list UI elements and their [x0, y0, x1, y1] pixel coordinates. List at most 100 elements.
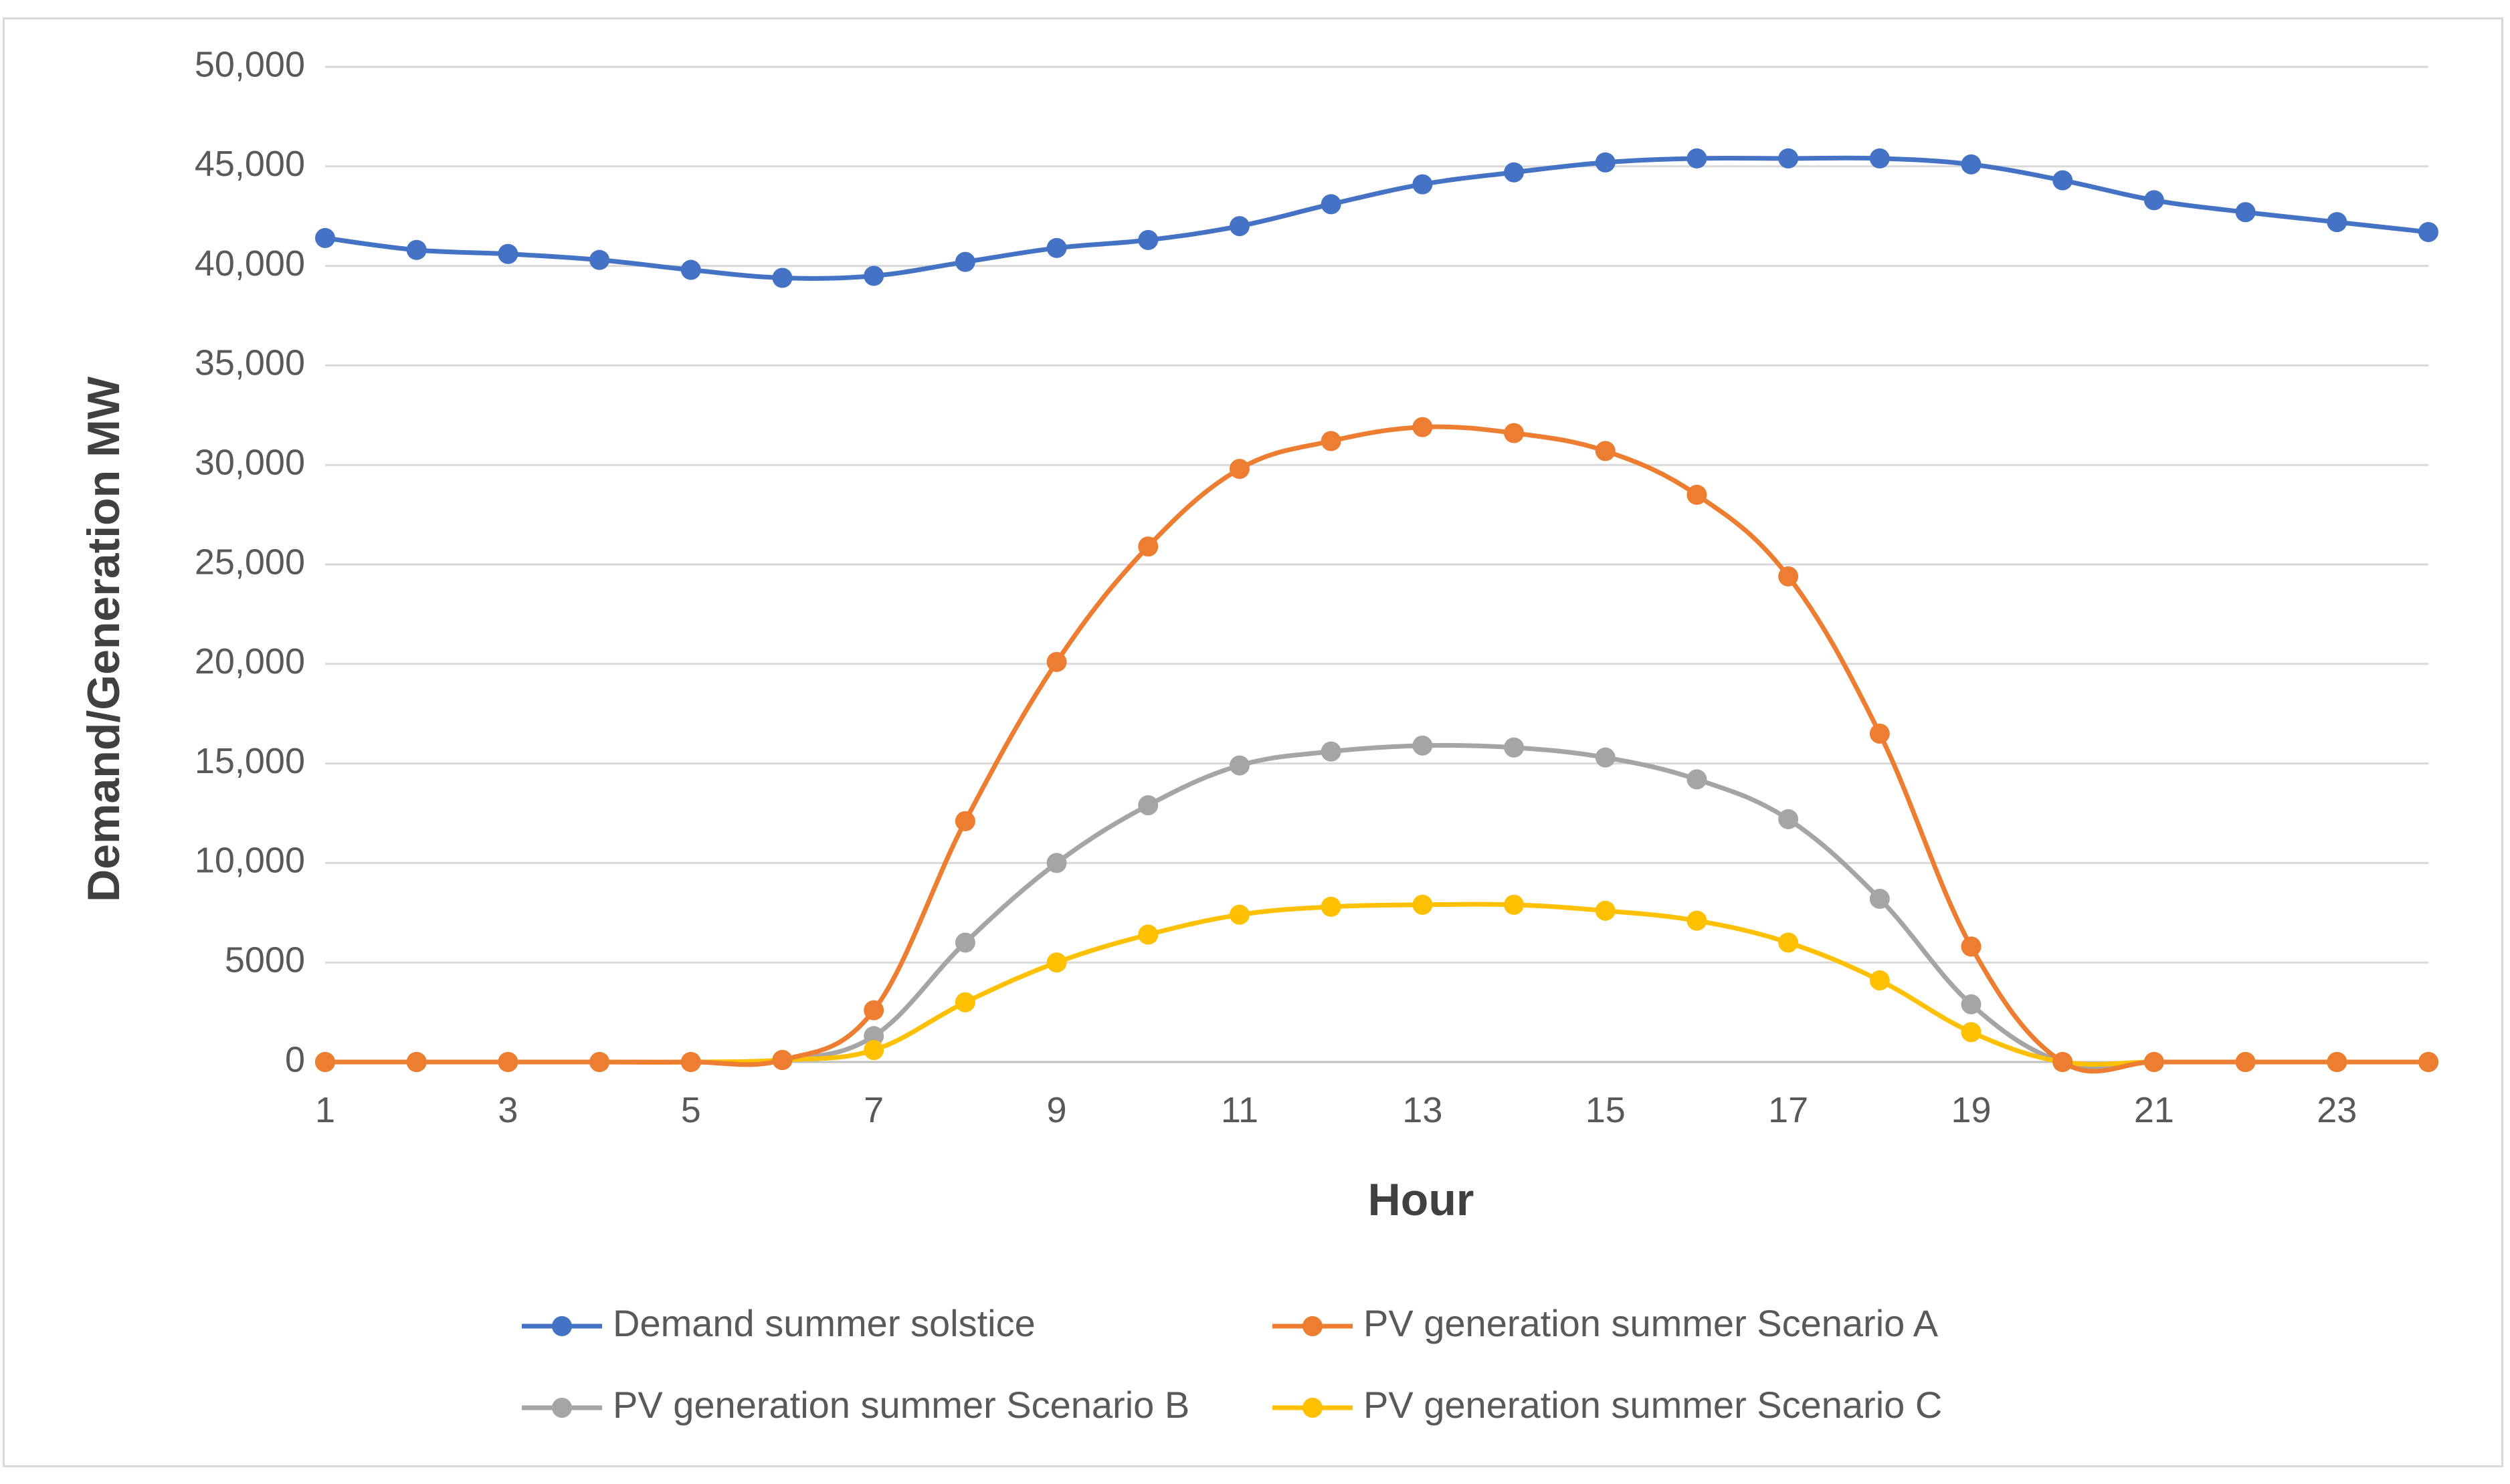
legend-item: PV generation summer Scenario B: [522, 1384, 1189, 1426]
data-point: [1229, 216, 1250, 237]
data-point: [2418, 1052, 2438, 1072]
data-point: [772, 1050, 793, 1071]
data-point: [1961, 936, 1982, 957]
data-point: [1686, 484, 1707, 505]
legend-label: PV generation summer Scenario A: [1363, 1302, 1939, 1344]
legend-marker: [552, 1398, 572, 1418]
data-point: [1961, 994, 1982, 1015]
data-point: [589, 249, 610, 270]
y-tick-label: 50,000: [195, 44, 305, 84]
y-tick-label: 30,000: [195, 442, 305, 482]
data-point: [1778, 932, 1799, 953]
legend-item: PV generation summer Scenario C: [1272, 1384, 1942, 1426]
data-point: [680, 259, 701, 280]
data-point: [955, 992, 975, 1013]
data-point: [1412, 735, 1433, 756]
data-point: [1595, 152, 1616, 173]
data-point: [315, 1052, 335, 1072]
y-tick-label: 45,000: [195, 144, 305, 184]
data-point: [1504, 162, 1525, 183]
x-tick-label: 13: [1402, 1090, 1442, 1130]
y-tick-label: 25,000: [195, 542, 305, 582]
data-point: [406, 1052, 427, 1072]
y-tick-label: 35,000: [195, 343, 305, 383]
series-line: [325, 902, 2428, 1067]
data-point: [955, 811, 975, 831]
data-point: [1869, 888, 1890, 909]
x-tick-label: 21: [2134, 1090, 2174, 1130]
data-point: [1686, 148, 1707, 169]
data-point: [864, 1026, 884, 1047]
series-markers: [315, 148, 2438, 1072]
data-point: [2327, 1052, 2347, 1072]
y-axis-ticks: 0 5000 10,000 15,000 20,000 25,000 30,000 35,00…: [195, 44, 305, 1079]
data-point: [1778, 148, 1799, 169]
data-point: [1595, 441, 1616, 461]
data-point: [1321, 896, 1341, 917]
x-tick-label: 5: [681, 1090, 701, 1130]
legend: Demand summer solstice PV generation summ…: [522, 1302, 1942, 1426]
y-tick-label: 0: [285, 1039, 305, 1079]
legend-marker: [1302, 1316, 1323, 1336]
x-axis-ticks: 1 3 5 7 9 11 13 15 17 19 21 23: [315, 1090, 2357, 1130]
series-line: [324, 155, 2429, 281]
x-tick-label: 3: [498, 1090, 518, 1130]
data-point: [680, 1052, 701, 1072]
x-tick-label: 11: [1221, 1090, 1258, 1130]
data-point: [2235, 202, 2256, 223]
data-point: [1961, 154, 1982, 175]
data-point: [1412, 417, 1433, 437]
data-point: [1595, 900, 1616, 921]
data-point: [1504, 737, 1525, 758]
data-point: [1961, 1022, 1982, 1043]
data-point: [1138, 795, 1159, 816]
legend-marker: [1302, 1398, 1323, 1418]
data-point: [2143, 1052, 2164, 1072]
data-point: [1046, 952, 1067, 973]
data-point: [772, 268, 793, 288]
data-point: [1686, 910, 1707, 931]
legend-item: Demand summer solstice: [522, 1302, 1036, 1344]
data-point: [1138, 229, 1159, 250]
x-tick-label: 1: [315, 1090, 335, 1130]
data-point: [955, 932, 975, 953]
legend-label: PV generation summer Scenario B: [613, 1384, 1189, 1426]
data-point: [955, 251, 975, 272]
x-tick-label: 7: [864, 1090, 884, 1130]
series-lines: [324, 155, 2429, 1074]
data-point: [1321, 194, 1341, 215]
data-point: [498, 243, 518, 264]
data-point: [1778, 809, 1799, 829]
data-point: [1046, 237, 1067, 258]
data-point: [864, 266, 884, 286]
y-tick-label: 20,000: [195, 641, 305, 681]
legend-label: PV generation summer Scenario C: [1363, 1384, 1942, 1426]
data-point: [589, 1052, 610, 1072]
y-tick-label: 10,000: [195, 841, 305, 881]
data-point: [1138, 924, 1159, 945]
x-tick-label: 15: [1585, 1090, 1626, 1130]
data-point: [2418, 222, 2438, 243]
data-point: [406, 239, 427, 260]
data-point: [1778, 566, 1799, 587]
y-tick-label: 5000: [225, 940, 305, 980]
data-point: [1412, 894, 1433, 915]
data-point: [2052, 1052, 2073, 1072]
legend-marker: [552, 1316, 572, 1336]
y-axis-title: Demand/Generation MW: [78, 376, 129, 902]
data-point: [864, 1040, 884, 1061]
data-point: [315, 227, 335, 248]
data-point: [1321, 431, 1341, 451]
series-line: [325, 424, 2428, 1074]
data-point: [1138, 536, 1159, 557]
legend-item: PV generation summer Scenario A: [1272, 1302, 1939, 1344]
data-point: [1504, 423, 1525, 443]
data-point: [1686, 769, 1707, 790]
x-tick-label: 23: [2317, 1090, 2357, 1130]
data-point: [864, 1000, 884, 1021]
data-point: [1869, 970, 1890, 990]
data-point: [1595, 747, 1616, 768]
x-tick-label: 9: [1047, 1090, 1067, 1130]
data-point: [2327, 212, 2347, 233]
